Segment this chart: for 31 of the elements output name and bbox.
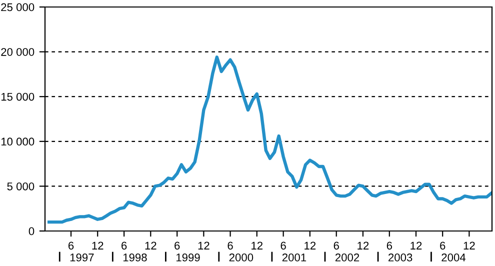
x-tick-label: 12 [198, 242, 210, 250]
x-tick-label: 6 [228, 242, 233, 250]
x-tick-label: 6 [280, 242, 286, 250]
x-tick-label: 12 [358, 242, 369, 250]
x-tick-label: 6 [334, 242, 339, 250]
y-tick-label: 0 [28, 227, 34, 236]
x2-tick-label: 2000 [229, 254, 254, 262]
x-tick-label: 12 [464, 242, 475, 250]
x-tick-label: 6 [386, 242, 392, 250]
x-tick-label: 6 [68, 242, 74, 250]
x-tick-label: 12 [252, 242, 262, 250]
x2-tick-label: 2003 [388, 254, 412, 262]
x2-tick-label: 1997 [70, 254, 94, 262]
x-tick-label: 6 [174, 242, 180, 250]
x2-tick-label: 2001 [282, 254, 306, 262]
y-tick-label: 20 000 [1, 48, 34, 56]
x2-tick-label: 2002 [335, 254, 360, 262]
y-tick-label: 25 000 [1, 3, 34, 12]
y-tick-label: 15 000 [1, 92, 34, 101]
x-tick-label: 12 [304, 242, 316, 250]
y-tick-label: 10 000 [1, 138, 34, 146]
y-tick-label: 5 000 [7, 182, 34, 190]
x-tick-label: 6 [122, 242, 127, 250]
x-tick-label: 6 [440, 242, 446, 250]
x-tick-label: 12 [145, 242, 156, 250]
x-tick-label: 12 [92, 242, 104, 250]
x2-tick-label: 1999 [176, 254, 200, 262]
x-tick-label: 12 [410, 242, 422, 250]
x2-tick-label: 2004 [442, 254, 466, 262]
line-series [47, 56, 492, 224]
x2-tick-label: 1998 [123, 254, 147, 262]
